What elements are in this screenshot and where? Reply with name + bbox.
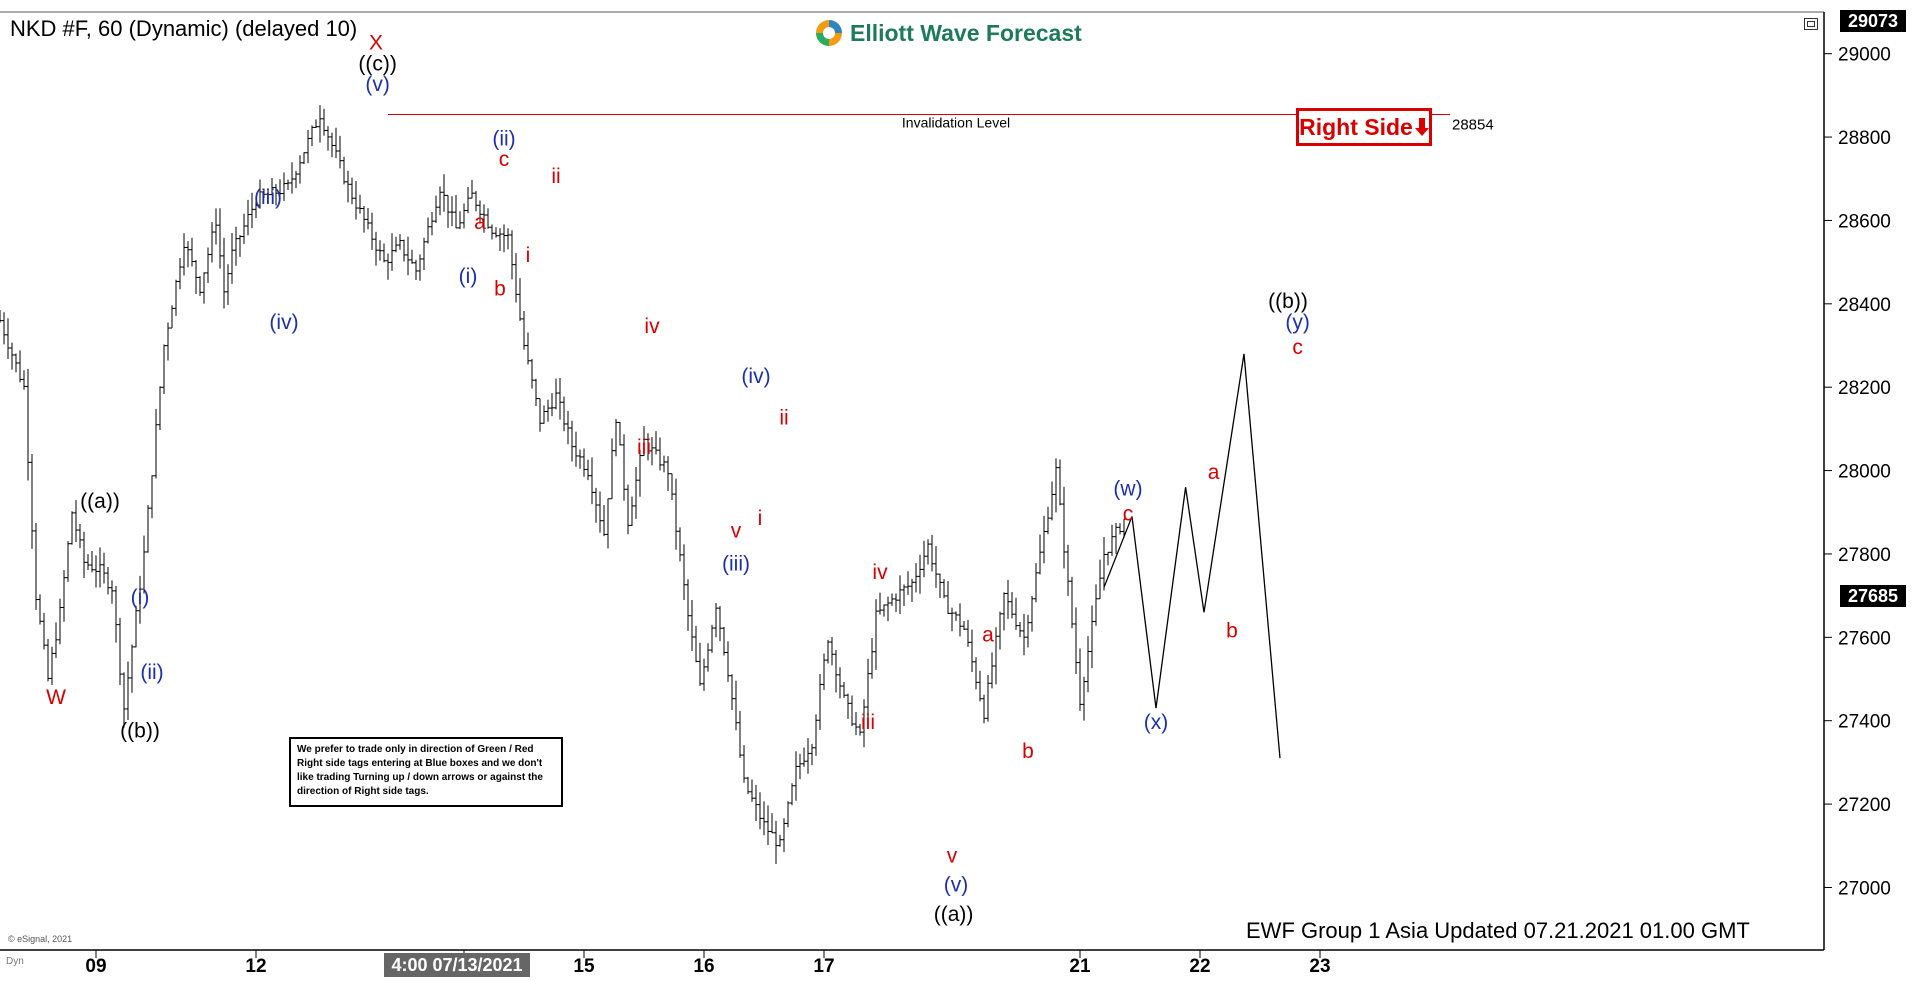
wave-label: v [947,844,958,867]
x-tick-label: 21 [1069,956,1091,977]
x-tick-label: 12 [245,956,266,977]
wave-label: i [758,507,763,530]
y-tick-label: 28600 [1838,211,1891,232]
wave-label: ii [779,407,788,430]
wave-label: (ii) [140,661,163,684]
wave-label: c [1123,503,1134,526]
wave-label: v [731,519,742,542]
x-axis: 091214151617212223 [85,950,1331,977]
wave-label: ((b)) [1268,290,1308,313]
y-tick-label: 27000 [1838,878,1891,899]
projection-line [1103,353,1281,759]
arrow-down-icon [1414,118,1429,136]
invalidation-level: Invalidation Level 28854 [388,114,1494,134]
x-tick-label: 17 [813,956,834,977]
brand-mark-icon [816,20,842,46]
wave-label: (v) [944,874,969,897]
wave-label: iii [637,436,651,459]
wave-label: a [982,624,994,647]
x-tick-label: 23 [1309,956,1330,977]
y-tick-label: 28000 [1838,462,1891,483]
dyn-label: Dyn [6,956,24,967]
y-tick-label: 27800 [1838,545,1891,566]
wave-labels: W((a))(i)(ii)((b))(iii)(iv)X((c))(v)a(i)… [46,32,1310,926]
wave-label: W [46,686,66,709]
wave-label: (x) [1144,711,1169,734]
chart-frame [0,11,1825,951]
wave-label: i [526,244,531,267]
wave-label: (w) [1113,478,1142,501]
wave-label: (v) [365,73,390,96]
wave-label: b [1226,619,1238,642]
date-cursor-badge: 4:00 07/13/2021 [384,953,530,977]
price-bars [0,105,1126,864]
wave-label: (i) [459,265,478,288]
wave-label: (iv) [741,365,770,388]
wave-label: a [1208,461,1220,484]
wave-label: iv [644,315,660,338]
invalidation-label: Invalidation Level [902,115,1010,131]
wave-label: (iv) [269,311,298,334]
window-restore-icon[interactable] [1804,18,1818,30]
wave-label: iii [861,711,875,734]
y-axis: 27000 27200 27400 27600 27800 28000 28200 28400… [1824,45,1891,899]
right-side-tag: Right Side [1296,108,1432,146]
copyright: © eSignal, 2021 [8,934,73,944]
x-tick-label: 09 [85,956,106,977]
x-tick-label: 16 [693,956,714,977]
wave-label: c [1292,336,1303,359]
wave-label: (iii) [722,553,750,576]
y-tick-label: 27200 [1838,795,1891,816]
invalidation-value: 28854 [1452,117,1494,134]
y-tick-label: 28400 [1838,295,1891,316]
wave-label: ii [551,165,560,188]
y-tick-label: 29000 [1838,45,1891,66]
y-tick-label: 27400 [1838,712,1891,733]
right-side-label: Right Side [1299,113,1413,140]
wave-label: iv [872,561,888,584]
wave-label: b [1022,740,1034,763]
wave-label: (iii) [254,186,282,209]
updated-stamp: EWF Group 1 Asia Updated 07.21.2021 01.0… [1246,918,1750,943]
trading-note: We prefer to trade only in direction of … [289,737,563,807]
projection-path [1103,353,1281,759]
brand-name: Elliott Wave Forecast [850,19,1082,46]
wave-label: X [369,32,383,55]
wave-label: ((a)) [80,490,120,513]
x-tick-label: 15 [573,956,595,977]
wave-label: (ii) [492,127,515,150]
x-tick-label: 22 [1189,956,1210,977]
current-price-tag: 27685 [1839,585,1906,607]
wave-label: ((a)) [934,903,974,926]
y-tick-label: 28800 [1838,128,1891,149]
wave-label: ((c)) [358,52,396,75]
chart-title: NKD #F, 60 (Dynamic) (delayed 10) [10,16,358,41]
y-tick-label: 28200 [1838,378,1891,399]
wave-label: a [474,211,486,234]
wave-label: c [499,148,510,171]
y-tick-label: 27600 [1838,628,1891,649]
brand-logo: Elliott Wave Forecast [814,18,1082,48]
wave-label: ((b)) [120,719,160,742]
top-price-tag: 29073 [1839,10,1906,32]
wave-label: (y) [1285,311,1310,334]
wave-label: (i) [131,586,150,609]
wave-label: b [494,277,506,300]
